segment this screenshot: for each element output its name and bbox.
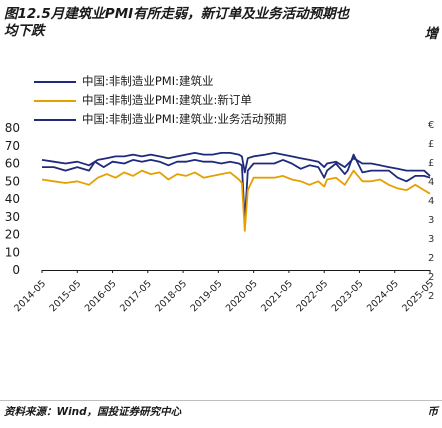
legend-label-1: 中国:非制造业PMI:建筑业:新订单: [82, 93, 252, 107]
stub-tick: £: [428, 139, 435, 150]
legend: 中国:非制造业PMI:建筑业 中国:非制造业PMI:建筑业:新订单 中国:非制造…: [34, 72, 286, 129]
legend-swatch-1: [34, 99, 76, 102]
legend-label-0: 中国:非制造业PMI:建筑业: [82, 74, 214, 88]
y-tick-label: 20: [5, 228, 20, 242]
x-tick-label: 2021-05: [259, 278, 295, 314]
y-tick-label: 10: [5, 245, 20, 259]
legend-swatch-2: [34, 118, 76, 121]
y-tick-label: 40: [5, 192, 20, 206]
stub-tick: 4: [428, 177, 435, 188]
title-line1: 图12.5月建筑业PMI有所走弱，新订单及业务活动预期也: [4, 6, 350, 22]
source-note: 资料来源：Wind，国投证券研究中心: [4, 406, 182, 418]
y-tick-label: 50: [5, 174, 20, 188]
stub-tick: 3: [428, 234, 435, 245]
x-tick-label: 2022-05: [294, 278, 330, 314]
stub-tick: £: [428, 158, 435, 169]
x-tick-label: 2020-05: [224, 278, 260, 314]
stub-tick: 2: [428, 272, 435, 283]
title-cut-char: 增: [424, 26, 439, 42]
legend-swatch-0: [34, 80, 76, 83]
series-line-2: [41, 152, 431, 177]
legend-item-1: 中国:非制造业PMI:建筑业:新订单: [34, 91, 286, 110]
y-tick-label: 60: [5, 157, 20, 171]
legend-item-0: 中国:非制造业PMI:建筑业: [34, 72, 286, 91]
series-line-0: [42, 153, 431, 223]
y-tick-label: 80: [5, 121, 20, 135]
y-tick-label: 0: [12, 263, 20, 277]
stub-tick: 2: [428, 253, 435, 264]
title-line2: 均下跌: [4, 23, 45, 39]
next-chart-partial-axis: € £ £ 4 4 3 3 2 2 2: [428, 116, 438, 306]
x-tick-label: 2016-05: [83, 278, 119, 314]
stub-tick: 4: [428, 196, 435, 207]
y-tick-label: 70: [5, 139, 20, 153]
stub-tick: 2: [428, 291, 435, 302]
stub-tick: 3: [428, 215, 435, 226]
x-tick-label: 2024-05: [365, 278, 401, 314]
x-tick-label: 2017-05: [118, 278, 154, 314]
x-tick-label: 2018-05: [153, 278, 189, 314]
footer-divider: [0, 400, 442, 401]
x-tick-label: 2015-05: [48, 278, 84, 314]
chart-title: 图12.5月建筑业PMI有所走弱，新订单及业务活动预期也 均下跌: [4, 6, 438, 40]
series-line-1: [41, 169, 431, 232]
source-cut-char: 币: [427, 406, 439, 418]
x-tick-label: 2014-05: [12, 278, 48, 314]
legend-label-2: 中国:非制造业PMI:建筑业:业务活动预期: [82, 112, 287, 126]
legend-item-2: 中国:非制造业PMI:建筑业:业务活动预期: [34, 110, 286, 129]
stub-tick: €: [428, 120, 435, 131]
x-tick-label: 2023-05: [330, 278, 366, 314]
y-tick-label: 30: [5, 210, 20, 224]
x-tick-label: 2019-05: [189, 278, 225, 314]
